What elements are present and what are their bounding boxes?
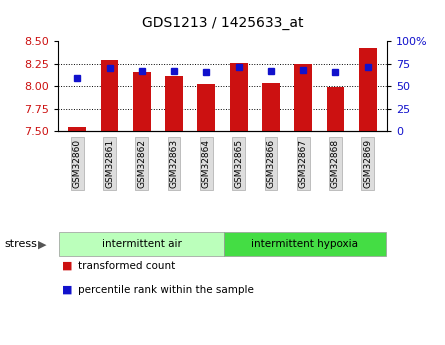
Text: GSM32869: GSM32869 [363, 139, 372, 188]
Text: GSM32868: GSM32868 [331, 139, 340, 188]
Text: intermittent hypoxia: intermittent hypoxia [251, 239, 358, 248]
Text: GSM32867: GSM32867 [299, 139, 307, 188]
Text: transformed count: transformed count [78, 261, 175, 270]
Text: intermittent air: intermittent air [102, 239, 182, 248]
Text: ▶: ▶ [38, 239, 46, 249]
Text: GSM32863: GSM32863 [170, 139, 178, 188]
Bar [294, 64, 312, 131]
Bar [327, 87, 344, 131]
Bar [101, 60, 118, 131]
Bar [198, 85, 215, 131]
Bar [359, 48, 376, 131]
Bar [165, 76, 183, 131]
Text: stress: stress [4, 239, 37, 249]
Text: GSM32862: GSM32862 [138, 139, 146, 188]
Bar [230, 63, 247, 131]
Bar [262, 83, 280, 131]
Bar [69, 127, 86, 131]
Text: ■: ■ [62, 261, 73, 270]
Text: percentile rank within the sample: percentile rank within the sample [78, 285, 254, 295]
Text: GDS1213 / 1425633_at: GDS1213 / 1425633_at [142, 16, 303, 30]
Text: GSM32864: GSM32864 [202, 139, 211, 188]
FancyBboxPatch shape [60, 233, 224, 256]
Text: ■: ■ [62, 285, 73, 295]
Text: GSM32860: GSM32860 [73, 139, 82, 188]
Text: GSM32866: GSM32866 [267, 139, 275, 188]
Text: GSM32861: GSM32861 [105, 139, 114, 188]
Bar [133, 72, 151, 131]
Text: GSM32865: GSM32865 [234, 139, 243, 188]
FancyBboxPatch shape [224, 233, 385, 256]
